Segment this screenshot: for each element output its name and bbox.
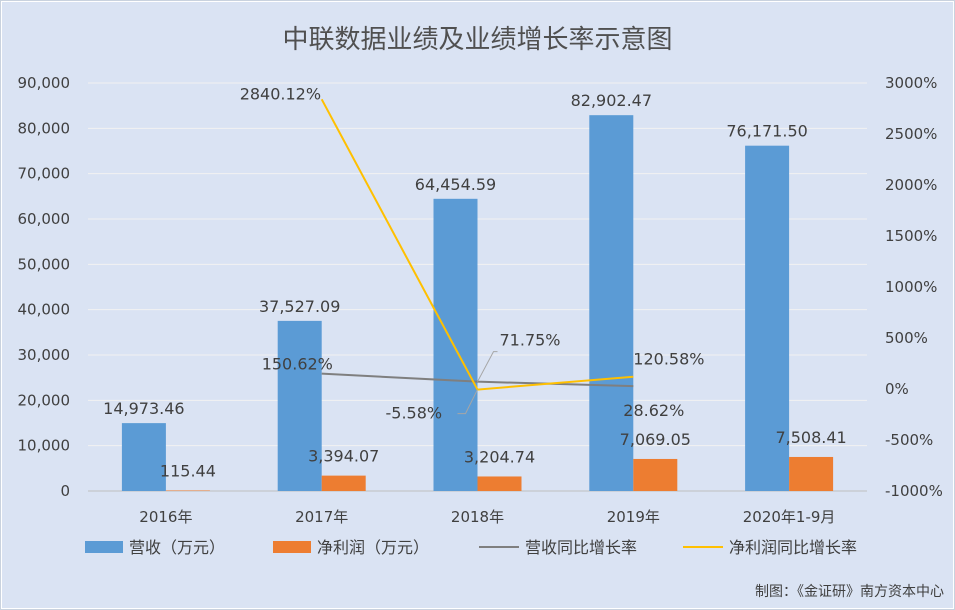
chart-title: 中联数据业绩及业绩增长率示意图 xyxy=(282,25,672,55)
bar-data-label: 64,454.59 xyxy=(415,175,496,194)
x-tick-label: 2017年 xyxy=(295,508,348,526)
bar-data-label: 7,069.05 xyxy=(620,430,691,449)
y-left-tick-label: 90,000 xyxy=(18,74,71,92)
x-tick-label: 2016年 xyxy=(139,508,192,526)
y-left-tick-label: 40,000 xyxy=(18,301,71,319)
bar-net-profit xyxy=(789,456,834,491)
bar-data-label: 3,394.07 xyxy=(308,447,379,466)
y-left-tick-label: 20,000 xyxy=(18,391,71,409)
bar-data-label: 7,508.41 xyxy=(775,428,846,447)
line-data-label: 28.62% xyxy=(623,401,684,420)
legend-swatch xyxy=(85,541,123,553)
y-left-tick-label: 70,000 xyxy=(18,165,71,183)
y-left-tick-label: 80,000 xyxy=(18,119,71,137)
bar-revenue xyxy=(433,198,478,492)
legend-label: 营收（万元） xyxy=(129,538,225,557)
legend-swatch xyxy=(273,541,311,553)
bar-data-label: 115.44 xyxy=(160,461,216,480)
bar-data-label: 82,902.47 xyxy=(571,91,652,110)
y-right-tick-label: 2500% xyxy=(885,125,937,143)
y-left-tick-label: 50,000 xyxy=(18,255,71,273)
bar-net-profit xyxy=(321,475,366,491)
line-data-label: 120.58% xyxy=(633,350,704,369)
leader-line xyxy=(477,351,498,382)
bar-data-label: 76,171.50 xyxy=(726,122,807,141)
y-left-tick-label: 60,000 xyxy=(18,210,71,228)
credit-text: 制图：《金证研》南方资本中心 xyxy=(755,584,944,600)
legend-label: 净利润（万元） xyxy=(317,538,429,557)
y-left-tick-label: 10,000 xyxy=(18,437,71,455)
x-tick-label: 2020年1-9月 xyxy=(743,508,836,526)
y-right-tick-label: 2000% xyxy=(885,176,937,194)
bar-revenue xyxy=(121,423,166,491)
legend-label: 营收同比增长率 xyxy=(525,538,637,557)
bar-net-profit xyxy=(477,476,522,491)
y-left-tick-label: 30,000 xyxy=(18,346,71,364)
line-data-label: 2840.12% xyxy=(240,84,321,103)
y-right-tick-label: 1500% xyxy=(885,227,937,245)
bar-net-profit xyxy=(165,490,210,491)
leader-line xyxy=(457,389,478,415)
y-right-tick-label: 1000% xyxy=(885,278,937,296)
y-right-tick-label: -500% xyxy=(885,431,933,449)
legend-label: 净利润同比增长率 xyxy=(729,538,857,557)
bar-data-label: 3,204.74 xyxy=(464,447,535,466)
line-data-label: 150.62% xyxy=(262,355,333,374)
y-right-tick-label: 0% xyxy=(885,380,909,398)
bar-net-profit xyxy=(633,458,678,491)
bar-revenue xyxy=(277,320,322,491)
x-tick-label: 2019年 xyxy=(607,508,660,526)
y-right-tick-label: 3000% xyxy=(885,74,937,92)
y-left-tick-label: 0 xyxy=(60,482,70,500)
bar-revenue xyxy=(589,115,634,491)
x-tick-label: 2018年 xyxy=(451,508,504,526)
bar-data-label: 14,973.46 xyxy=(103,399,184,418)
line-data-label: 71.75% xyxy=(500,331,561,350)
y-right-tick-label: -1000% xyxy=(885,482,943,500)
line-data-label: -5.58% xyxy=(386,404,443,423)
bar-data-label: 37,527.09 xyxy=(259,297,340,316)
bar-revenue xyxy=(745,145,790,491)
y-right-tick-label: 500% xyxy=(885,329,928,347)
